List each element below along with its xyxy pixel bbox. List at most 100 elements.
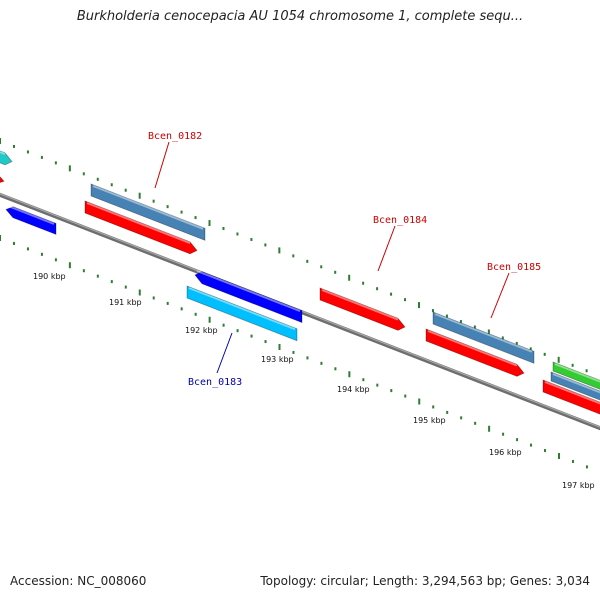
outer-track-dot — [306, 259, 309, 263]
kbp-label-193: 193 kbp — [261, 355, 294, 364]
gene-label-bcen-0183[interactable]: Bcen_0183 — [188, 377, 242, 388]
outer-track-dot — [180, 210, 183, 214]
inner-track-dot — [0, 235, 1, 241]
inner-track-dot — [376, 383, 379, 387]
outer-track-dot — [138, 192, 141, 199]
outer-track-dot — [431, 309, 434, 313]
inner-track-dot — [292, 350, 295, 354]
inner-track-dot — [208, 316, 211, 323]
outer-track-dot — [390, 292, 393, 296]
inner-track-dot — [488, 425, 491, 432]
kbp-label-191: 191 kbp — [109, 298, 142, 307]
outer-track-dot — [250, 237, 253, 241]
outer-track-dot — [445, 314, 448, 318]
inner-track-dot — [110, 280, 113, 284]
kbp-label-195: 195 kbp — [413, 416, 446, 425]
outer-track-dot — [543, 352, 546, 356]
gene-label-bcen-0182[interactable]: Bcen_0182 — [148, 131, 202, 142]
feature-red-right[interactable] — [542, 379, 600, 416]
map-title: Burkholderia cenocepacia AU 1054 chromos… — [76, 9, 524, 24]
outer-track-dot — [152, 199, 155, 203]
outer-track-dot — [222, 227, 225, 231]
inner-track-dot — [320, 361, 323, 365]
gene-label-bcen-0185[interactable]: Bcen_0185 — [487, 262, 541, 273]
feature-gene-bcen-0185[interactable] — [432, 311, 535, 364]
outer-track-dot — [348, 274, 351, 281]
kbp-label-192: 192 kbp — [185, 326, 218, 335]
outer-track-dot — [68, 165, 71, 172]
inner-track-dot — [82, 269, 85, 273]
feature-cds-bcen-0184[interactable] — [319, 287, 406, 331]
outer-track-dot — [96, 177, 99, 181]
feature-track[interactable] — [0, 147, 600, 416]
inner-track-dot — [124, 285, 127, 289]
inner-track-dot — [418, 398, 421, 405]
outer-track-dot — [404, 298, 407, 302]
outer-dot-track — [0, 138, 588, 373]
outer-track-dot — [473, 325, 476, 329]
feature-gene-bcen-0183[interactable] — [186, 285, 298, 342]
inner-track-dot — [222, 323, 225, 327]
outer-track-dot — [418, 302, 421, 309]
kbp-label-190: 190 kbp — [33, 272, 66, 281]
leader-lines — [154, 141, 510, 374]
feature-red-left[interactable] — [0, 170, 5, 183]
inner-track-dot — [446, 410, 449, 414]
gene-label-bcen-0184[interactable]: Bcen_0184 — [373, 215, 427, 226]
inner-track-dot — [68, 262, 71, 269]
outer-track-dot — [194, 216, 197, 220]
outer-track-dot — [236, 232, 239, 236]
inner-track-dot — [40, 252, 43, 256]
outer-track-dot — [487, 329, 490, 336]
inner-track-dot — [460, 416, 463, 420]
outer-track-dot — [571, 363, 574, 367]
feature-green-right[interactable] — [552, 361, 600, 394]
outer-track-dot — [40, 155, 43, 159]
inner-track-dot — [180, 307, 183, 311]
inner-track-dot — [362, 378, 365, 382]
feature-teal-left[interactable] — [0, 147, 13, 166]
inner-track-dot — [502, 432, 505, 436]
inner-track-dot — [530, 443, 533, 447]
outer-track-dot — [529, 347, 532, 351]
feature-cds-bcen-0183[interactable] — [194, 270, 303, 324]
feature-cds-bcen-0185[interactable] — [425, 328, 525, 377]
inner-dot-track — [0, 235, 588, 469]
inner-track-dot — [516, 438, 519, 442]
outer-track-dot — [501, 336, 504, 340]
inner-track-dot — [474, 421, 477, 425]
kbp-label-194: 194 kbp — [337, 385, 370, 394]
outer-track-dot — [208, 220, 211, 227]
outer-track-dot — [166, 205, 169, 209]
outer-track-dot — [124, 188, 127, 192]
inner-track-dot — [348, 371, 351, 378]
outer-track-dot — [110, 183, 113, 187]
inner-track-dot — [544, 449, 547, 453]
kbp-label-196: 196 kbp — [489, 448, 522, 457]
feature-cds-bcen-0182[interactable] — [84, 200, 198, 255]
inner-track-dot — [404, 394, 407, 398]
inner-track-dot — [152, 296, 155, 300]
inner-track-dot — [26, 247, 29, 251]
inner-track-dot — [278, 344, 281, 351]
feature-blue-190kbp[interactable] — [5, 205, 57, 236]
inner-track-dot — [194, 312, 197, 316]
inner-track-dot — [585, 465, 588, 469]
outer-track-dot — [54, 161, 57, 165]
topology-info-text: Topology: circular; Length: 3,294,563 bp… — [260, 574, 590, 588]
inner-track-dot — [166, 301, 169, 305]
outer-track-dot — [459, 320, 462, 324]
inner-track-dot — [390, 389, 393, 393]
outer-track-dot — [362, 281, 365, 285]
accession-text: Accession: NC_008060 — [10, 574, 147, 588]
outer-track-dot — [585, 369, 588, 373]
feature-gene-bcen-0182[interactable] — [90, 183, 206, 241]
outer-track-dot — [515, 341, 518, 345]
outer-track-dot — [376, 287, 379, 291]
inner-track-dot — [54, 258, 57, 262]
outer-track-dot — [320, 265, 323, 269]
outer-track-dot — [12, 144, 15, 148]
outer-track-dot — [264, 243, 267, 247]
inner-track-dot — [334, 367, 337, 371]
